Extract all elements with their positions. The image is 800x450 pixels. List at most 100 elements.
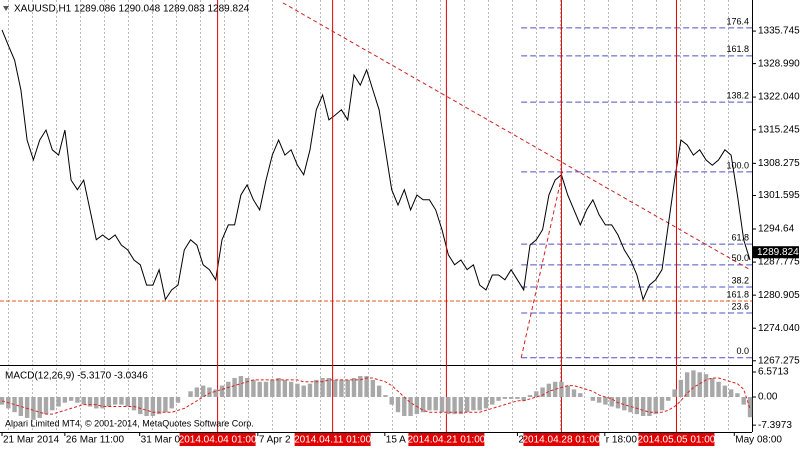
histogram-bar: [81, 397, 86, 405]
x-tick-label: 7 Apr 2: [259, 435, 291, 446]
histogram-bar: [389, 397, 394, 405]
histogram-bar: [741, 397, 746, 405]
histogram-bar: [691, 370, 696, 398]
histogram-bar: [565, 385, 570, 398]
last-price-label: 1289.824: [757, 247, 799, 258]
x-tick-label: 2014.04.28 01:00: [522, 435, 600, 446]
histogram-bar: [439, 397, 445, 413]
histogram-bar: [138, 397, 143, 415]
histogram-bar: [640, 397, 646, 417]
last-price-box: [753, 246, 799, 259]
histogram-bar: [653, 397, 658, 415]
y-tick-label: 1315.245: [758, 124, 800, 135]
x-tick-label: 2014.04.04 01:00: [179, 435, 257, 446]
histogram-bar: [458, 397, 464, 415]
histogram-bar: [622, 397, 627, 411]
histogram-bar: [156, 397, 162, 415]
histogram-bar: [471, 397, 476, 411]
histogram-bar: [464, 397, 470, 413]
x-tick-label: r 18:00: [606, 435, 638, 446]
fib-label: 61.8: [731, 233, 749, 243]
y-tick-label: 6.5713: [758, 367, 789, 378]
histogram-bar: [502, 397, 508, 399]
trend-line: [282, 2, 751, 271]
histogram-bar: [446, 397, 451, 415]
histogram-bar: [672, 389, 677, 398]
histogram-bar: [527, 395, 533, 398]
histogram-bar: [106, 397, 112, 407]
price-line: [1, 29, 751, 302]
y-tick-label: 1322.040: [758, 92, 800, 103]
histogram-bar: [288, 381, 294, 398]
histogram-bar: [684, 372, 690, 398]
fib-label: 100.0: [726, 160, 749, 170]
histogram-bar: [540, 387, 545, 398]
histogram-bar: [144, 397, 149, 417]
highlight-label-box: [179, 433, 256, 446]
histogram-bar: [552, 381, 558, 398]
histogram-bar: [722, 385, 728, 398]
histogram-bar: [320, 377, 325, 398]
histogram-bar: [163, 397, 168, 413]
histogram-bar: [263, 381, 269, 398]
fib-label: 50.0: [731, 253, 749, 263]
histogram-bar: [207, 387, 212, 398]
histogram-bar: [427, 397, 432, 411]
histogram-bar: [383, 395, 388, 398]
footer: Alpari Limited MT4, © 2001-2014, MetaQuo…: [5, 418, 254, 428]
y-tick-label: 1301.595: [758, 190, 800, 201]
histogram-bar: [395, 397, 401, 413]
histogram-bar: [94, 397, 99, 409]
x-tick-label: 2: [518, 435, 524, 446]
signal-line: [1, 377, 751, 415]
histogram-bar: [24, 397, 30, 418]
x-tick-label: 2014.04.21 01:00: [407, 435, 485, 446]
histogram-bar: [68, 397, 74, 401]
histogram-bar: [339, 379, 344, 398]
histogram-bar: [521, 397, 526, 401]
fib-label: 161.8: [726, 44, 749, 54]
histogram-bar: [735, 393, 740, 398]
histogram-bar: [634, 397, 640, 415]
histogram-bar: [483, 397, 489, 409]
histogram-bar: [433, 397, 438, 411]
histogram-bar: [345, 379, 350, 398]
histogram-bar: [402, 397, 407, 417]
histogram-bar: [276, 377, 281, 398]
histogram-bar: [257, 381, 262, 398]
histogram-bar: [12, 397, 17, 413]
histogram-bar: [295, 383, 300, 398]
x-tick-label: 2014.05.05 01:00: [638, 435, 716, 446]
highlight-label-box: [523, 433, 600, 446]
histogram-bar: [332, 379, 338, 398]
histogram-bar: [301, 385, 306, 398]
histogram-bar: [270, 379, 275, 398]
y-tick-label: 1287.775: [758, 257, 800, 268]
histogram-bar: [420, 397, 426, 413]
histogram-bar: [238, 376, 244, 398]
histogram-bar: [56, 397, 61, 407]
histogram-bar: [175, 397, 181, 403]
x-tick-label: 15 A: [386, 435, 406, 446]
highlight-label-box: [408, 433, 485, 446]
grid-pattern: [0, 0, 752, 432]
histogram-bar: [508, 397, 514, 399]
histogram-bar: [659, 397, 665, 411]
histogram-bar: [125, 397, 130, 407]
x-tick-label: 2014.04.11 01:00: [294, 435, 372, 446]
histogram-bar: [194, 387, 200, 398]
histogram-bar: [87, 397, 93, 407]
histogram-bar: [703, 374, 709, 398]
histogram-bar: [452, 397, 457, 415]
fib-label: 176.4: [726, 16, 749, 26]
histogram-bar: [578, 393, 583, 398]
histogram-bar: [666, 397, 671, 401]
histogram-bar: [559, 381, 564, 398]
histogram-bar: [603, 397, 608, 405]
fib-label: 38.2: [731, 275, 749, 285]
histogram-bar: [710, 377, 715, 398]
histogram-bar: [326, 377, 332, 398]
histogram-bar: [408, 397, 413, 417]
y-tick-label: -7.3973: [758, 420, 792, 431]
